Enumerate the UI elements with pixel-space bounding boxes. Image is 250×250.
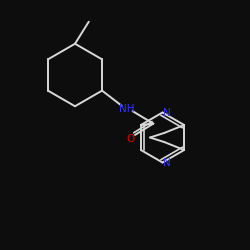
Text: NH: NH [119, 104, 135, 114]
Text: N: N [163, 158, 171, 168]
Text: N: N [163, 108, 171, 118]
Text: O: O [126, 134, 134, 144]
